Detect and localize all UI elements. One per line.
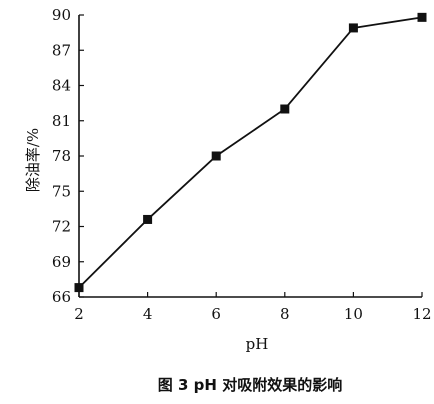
data-point-marker [280, 104, 290, 114]
x-tick-label: 10 [344, 305, 363, 323]
x-tick-label: 12 [412, 305, 431, 323]
y-tick-label: 69 [52, 253, 71, 271]
data-point-marker [74, 283, 84, 293]
series-line [78, 16, 423, 289]
data-point-marker [211, 151, 221, 161]
x-tick-label: 2 [74, 305, 84, 323]
data-point-marker [143, 214, 153, 224]
y-tick-label: 75 [52, 182, 71, 200]
series-markers [74, 12, 427, 293]
figure-caption: 图 3 pH 对吸附效果的影响 [158, 376, 342, 394]
x-ticks: 2 4 6 8 10 12 [74, 292, 432, 323]
y-axis-title: 除油率/% [24, 128, 42, 192]
y-tick-label: 72 [52, 218, 71, 236]
y-tick-label: 90 [52, 6, 71, 24]
y-tick-label: 87 [52, 41, 71, 59]
data-point-marker [348, 23, 358, 33]
y-tick-label: 84 [52, 77, 71, 95]
x-tick-label: 6 [211, 305, 221, 323]
y-tick-label: 66 [52, 288, 71, 306]
x-tick-label: 8 [280, 305, 290, 323]
x-tick-label: 4 [143, 305, 153, 323]
plot-area: 2 4 6 8 10 12 66 69 72 75 78 81 84 87 90 [52, 6, 432, 323]
y-tick-label: 81 [52, 112, 71, 130]
x-axis-title: pH [246, 335, 269, 353]
y-ticks: 66 69 72 75 78 81 84 87 90 [52, 6, 84, 306]
data-point-marker [417, 12, 427, 22]
y-tick-label: 78 [52, 147, 71, 165]
